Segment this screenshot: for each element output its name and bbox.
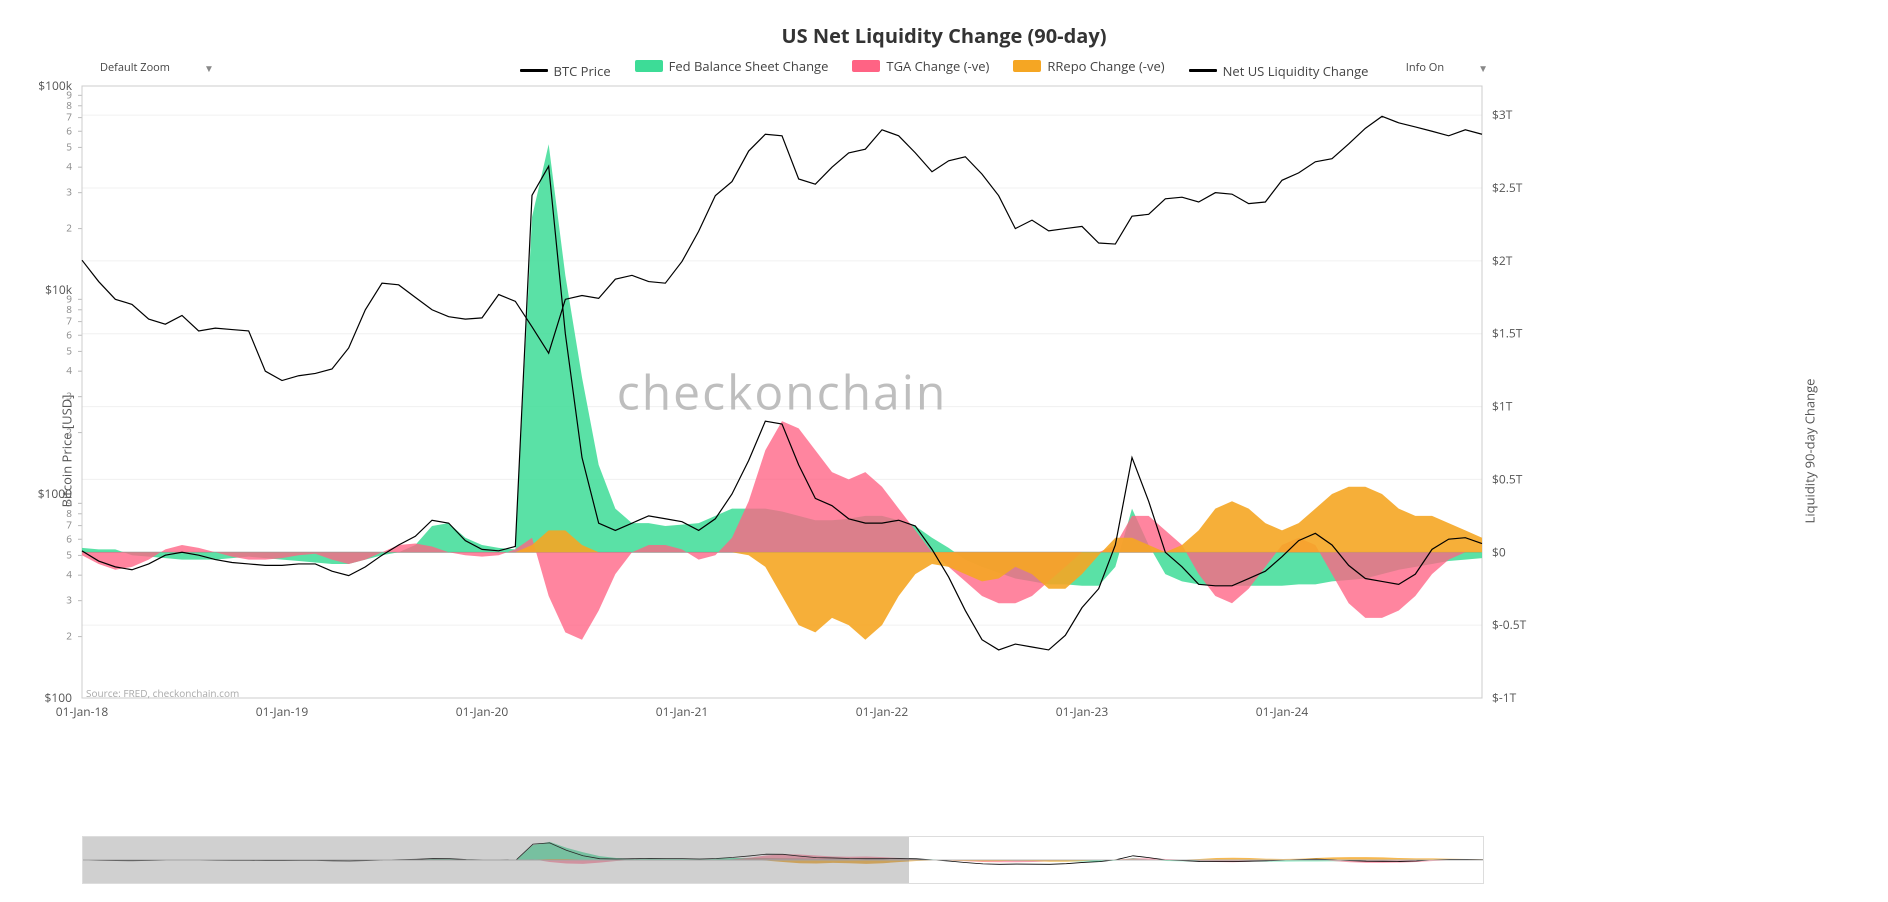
svg-text:6: 6 [66, 327, 72, 341]
range-slider-mask[interactable] [83, 837, 909, 883]
chevron-down-icon: ▼ [204, 61, 214, 75]
legend-label: BTC Price [554, 62, 611, 80]
zoom-dropdown-label: Default Zoom [100, 60, 170, 75]
svg-text:5: 5 [66, 139, 72, 153]
svg-text:01-Jan-23: 01-Jan-23 [1056, 703, 1109, 720]
y-right-axis-title: Liquidity 90-day Change [1801, 379, 1819, 524]
legend-label: Net US Liquidity Change [1223, 62, 1369, 80]
legend-label: RRepo Change (-ve) [1047, 57, 1164, 75]
legend-item[interactable]: Fed Balance Sheet Change [635, 57, 829, 75]
range-slider[interactable] [82, 836, 1484, 884]
svg-text:6: 6 [66, 531, 72, 545]
legend-label: TGA Change (-ve) [886, 57, 989, 75]
svg-text:2: 2 [66, 629, 72, 643]
legend-item[interactable]: TGA Change (-ve) [852, 57, 989, 75]
svg-text:$1T: $1T [1492, 398, 1513, 415]
svg-text:$3T: $3T [1492, 106, 1513, 123]
svg-text:01-Jan-20: 01-Jan-20 [456, 703, 509, 720]
info-dropdown[interactable]: Info On ▼ [1406, 60, 1488, 75]
svg-text:4: 4 [66, 567, 72, 581]
plot-area[interactable]: $-1T$-0.5T$0$0.5T$1T$1.5T$2T$2.5T$3T$100… [82, 86, 1482, 698]
svg-text:$-1T: $-1T [1492, 689, 1517, 706]
svg-text:9: 9 [66, 87, 72, 101]
svg-text:01-Jan-24: 01-Jan-24 [1256, 703, 1309, 720]
svg-text:2: 2 [66, 425, 72, 439]
svg-text:3: 3 [66, 389, 72, 403]
svg-text:$2.5T: $2.5T [1492, 179, 1523, 196]
svg-text:4: 4 [66, 363, 72, 377]
svg-text:$0: $0 [1492, 543, 1506, 560]
svg-text:$1.5T: $1.5T [1492, 325, 1523, 342]
svg-text:9: 9 [66, 291, 72, 305]
svg-text:4: 4 [66, 159, 72, 173]
chevron-down-icon: ▼ [1478, 61, 1488, 75]
chart-title: US Net Liquidity Change (90-day) [0, 0, 1888, 49]
zoom-dropdown[interactable]: Default Zoom ▼ [100, 60, 214, 75]
svg-text:01-Jan-18: 01-Jan-18 [56, 703, 109, 720]
svg-text:$0.5T: $0.5T [1492, 470, 1523, 487]
svg-text:5: 5 [66, 547, 72, 561]
svg-text:3: 3 [66, 593, 72, 607]
svg-text:01-Jan-22: 01-Jan-22 [856, 703, 909, 720]
svg-text:9: 9 [66, 495, 72, 509]
legend-swatch [635, 60, 663, 72]
legend-swatch [520, 69, 548, 72]
legend-swatch [852, 60, 880, 72]
info-dropdown-label: Info On [1406, 60, 1444, 75]
legend: BTC Price Fed Balance Sheet Change TGA Cha… [0, 57, 1888, 80]
svg-text:5: 5 [66, 343, 72, 357]
legend-item[interactable]: Net US Liquidity Change [1189, 62, 1369, 80]
source-text: Source: FRED, checkonchain.com [86, 686, 239, 700]
legend-swatch [1013, 60, 1041, 72]
svg-text:$2T: $2T [1492, 252, 1513, 269]
svg-text:01-Jan-19: 01-Jan-19 [256, 703, 309, 720]
svg-text:6: 6 [66, 123, 72, 137]
svg-text:$-0.5T: $-0.5T [1492, 616, 1527, 633]
legend-swatch [1189, 69, 1217, 72]
svg-text:2: 2 [66, 221, 72, 235]
legend-item[interactable]: RRepo Change (-ve) [1013, 57, 1164, 75]
svg-text:01-Jan-21: 01-Jan-21 [656, 703, 708, 720]
legend-label: Fed Balance Sheet Change [669, 57, 829, 75]
legend-item[interactable]: BTC Price [520, 62, 611, 80]
svg-text:3: 3 [66, 185, 72, 199]
